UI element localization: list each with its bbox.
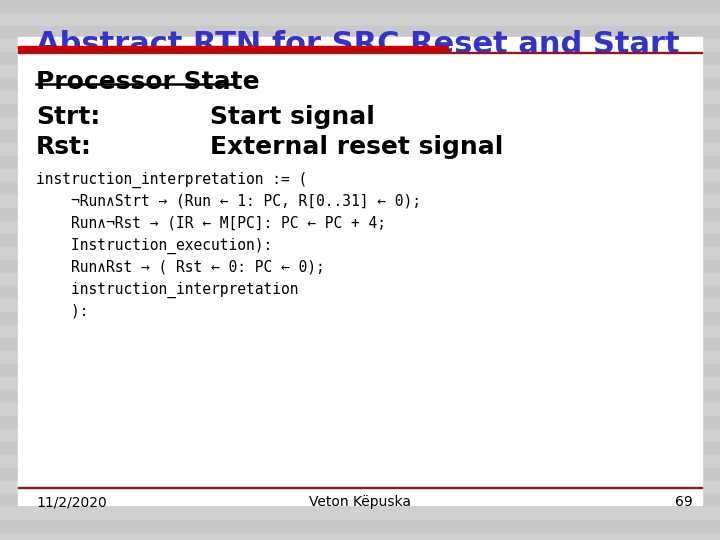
Bar [0, 221, 720, 234]
Bar [0, 429, 720, 442]
Bar [0, 78, 720, 91]
Bar [0, 104, 720, 117]
Bar [0, 13, 720, 26]
Text: Abstract RTN for SRC Reset and Start: Abstract RTN for SRC Reset and Start [36, 30, 680, 59]
Text: instruction_interpretation := (: instruction_interpretation := ( [36, 172, 307, 188]
Bar [0, 325, 720, 338]
Text: instruction_interpretation: instruction_interpretation [36, 282, 299, 298]
Text: Rst:: Rst: [36, 135, 92, 159]
Text: Run∧Rst → ( Rst ← 0: PC ← 0);: Run∧Rst → ( Rst ← 0: PC ← 0); [36, 260, 325, 275]
Bar [0, 364, 720, 377]
Bar [0, 468, 720, 481]
Bar [0, 156, 720, 169]
Bar [0, 481, 720, 494]
Bar [0, 273, 720, 286]
Bar [0, 117, 720, 130]
Bar [0, 234, 720, 247]
Bar [0, 169, 720, 182]
Bar [0, 260, 720, 273]
Bar [0, 26, 720, 39]
Bar [0, 377, 720, 390]
Bar [0, 442, 720, 455]
Text: Veton Këpuska: Veton Këpuska [309, 495, 411, 509]
Bar [0, 403, 720, 416]
Text: 11/2/2020: 11/2/2020 [36, 495, 107, 509]
Text: External reset signal: External reset signal [210, 135, 503, 159]
Bar [0, 91, 720, 104]
Bar [0, 312, 720, 325]
Bar [0, 52, 720, 65]
Bar [0, 390, 720, 403]
Bar [0, 39, 720, 52]
Bar [0, 455, 720, 468]
Bar [0, 338, 720, 351]
Bar [0, 494, 720, 507]
Bar [18, 487, 702, 488]
Bar [0, 130, 720, 143]
Bar [0, 0, 720, 13]
Text: 69: 69 [675, 495, 693, 509]
Bar [0, 195, 720, 208]
Text: ):: ): [36, 304, 89, 319]
Text: ¬Run∧Strt → (Run ← 1: PC, R[0..31] ← 0);: ¬Run∧Strt → (Run ← 1: PC, R[0..31] ← 0); [36, 194, 421, 209]
Bar [18, 46, 448, 52]
Bar [18, 37, 702, 505]
Text: Start signal: Start signal [210, 105, 375, 129]
Bar [0, 182, 720, 195]
Bar [0, 299, 720, 312]
Text: Run∧¬Rst → (IR ← M[PC]: PC ← PC + 4;: Run∧¬Rst → (IR ← M[PC]: PC ← PC + 4; [36, 216, 386, 231]
Bar [0, 143, 720, 156]
Bar [0, 520, 720, 533]
Bar [0, 65, 720, 78]
Bar [0, 286, 720, 299]
Bar [0, 533, 720, 540]
Text: Strt:: Strt: [36, 105, 100, 129]
Bar [0, 507, 720, 520]
Bar [0, 208, 720, 221]
Bar [0, 416, 720, 429]
Bar [0, 351, 720, 364]
Bar [0, 247, 720, 260]
Bar [18, 51, 702, 53]
Text: Instruction_execution):: Instruction_execution): [36, 238, 272, 254]
Text: Processor State: Processor State [36, 70, 260, 94]
